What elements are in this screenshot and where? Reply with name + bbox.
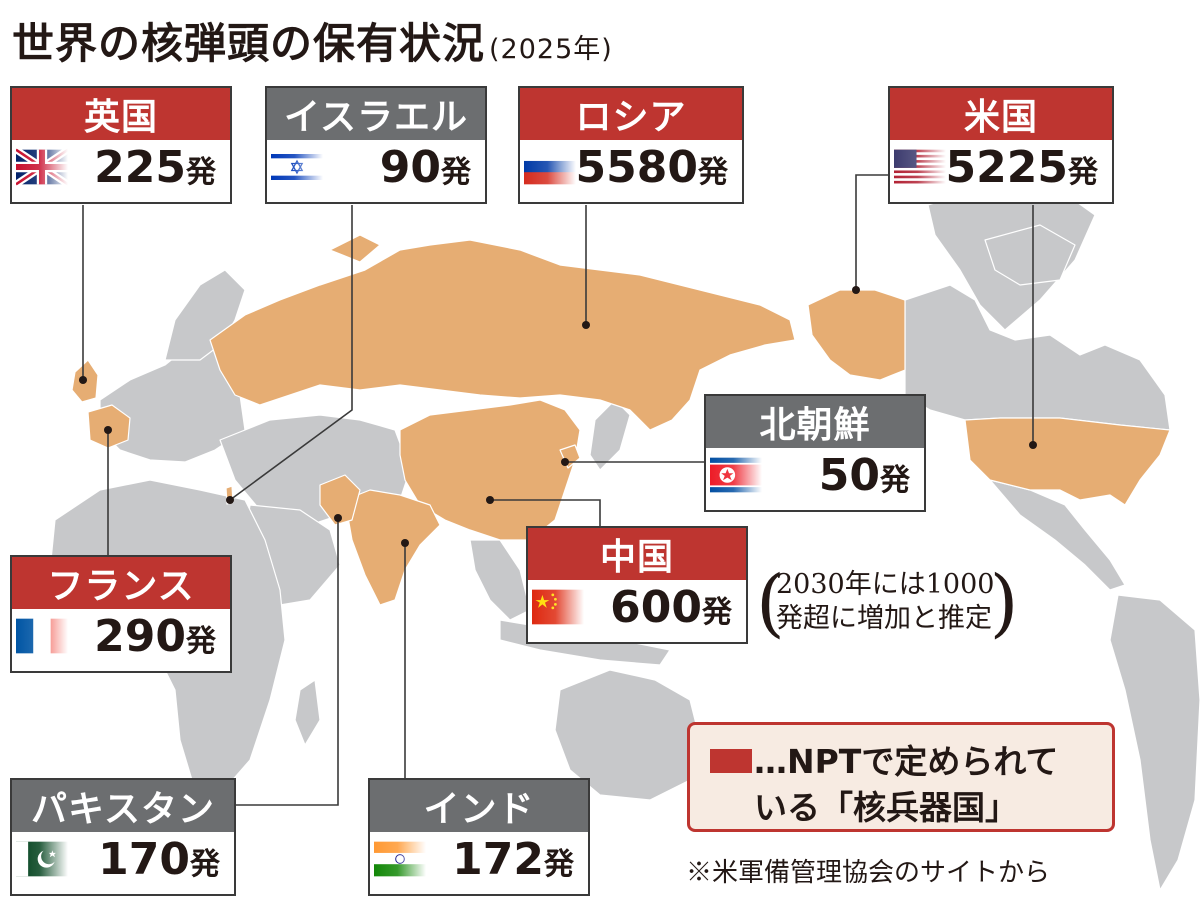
count-value: 50	[818, 450, 880, 501]
legend-swatch	[710, 749, 752, 773]
country-name: イスラエル	[267, 88, 485, 140]
country-card-france: フランス 290発	[10, 555, 232, 673]
note-line-2: 発超に増加と推定	[776, 603, 992, 634]
legend-box: …NPTで定められて いる「核兵器国」	[687, 722, 1115, 832]
warhead-count: 290発	[94, 611, 216, 662]
scandinavia-landmass	[164, 269, 246, 361]
count-unit: 発	[190, 847, 220, 882]
canada-landmass	[904, 284, 1171, 431]
south-america-landmass	[1109, 594, 1200, 891]
warhead-count: 600発	[610, 582, 732, 633]
israel-leader-line	[229, 205, 353, 501]
warhead-count: 172発	[452, 834, 574, 885]
count-unit: 発	[698, 155, 728, 190]
pakistan-leader-line	[234, 518, 339, 806]
france-flag-icon	[16, 617, 68, 655]
note-close-paren: )	[989, 560, 1019, 646]
country-name: ロシア	[520, 88, 742, 140]
count-value: 5225	[945, 142, 1068, 193]
north-korea-marker	[561, 458, 569, 466]
count-value: 600	[610, 582, 702, 633]
country-card-pakistan: パキスタン 170発	[10, 778, 236, 896]
count-unit: 発	[1068, 155, 1098, 190]
alaska-landmass	[807, 289, 906, 381]
country-name: 北朝鮮	[706, 396, 924, 448]
india-flag-icon	[374, 840, 426, 878]
page-title: 世界の核弾頭の保有状況 (2025年)	[12, 10, 613, 71]
russia-flag-icon	[524, 148, 576, 186]
country-card-israel: イスラエル 90発	[265, 86, 487, 204]
count-unit: 発	[880, 463, 910, 498]
warhead-count: 170発	[98, 834, 220, 885]
israel-flag-icon	[271, 148, 323, 186]
warhead-count: 5225発	[946, 142, 1098, 193]
country-name: フランス	[12, 557, 230, 609]
north-korea-flag-icon	[710, 456, 762, 494]
warhead-count: 90発	[380, 142, 471, 193]
country-name: パキスタン	[12, 780, 234, 832]
title-year: (2025年)	[489, 34, 613, 65]
japan-landmass	[589, 399, 631, 471]
country-card-usa: 米国 5225発	[888, 86, 1114, 204]
note-open-paren: (	[756, 560, 785, 646]
arctic-islands	[984, 224, 1076, 286]
mexico-landmass	[989, 479, 1126, 591]
count-value: 172	[452, 834, 544, 885]
country-card-russia: ロシア 5580発	[518, 86, 744, 204]
count-unit: 発	[186, 624, 216, 659]
count-unit: 発	[544, 847, 574, 882]
russia-arctic-islands	[329, 234, 381, 263]
pakistan-landmass	[319, 474, 361, 526]
china-leader-line	[490, 499, 601, 528]
country-card-north-korea: 北朝鮮 50発	[704, 394, 926, 512]
israel-marker	[226, 496, 234, 504]
india-marker	[401, 539, 409, 547]
china-flag-icon	[532, 588, 584, 626]
pakistan-marker	[334, 514, 342, 522]
country-card-uk: 英国 225発	[10, 86, 232, 204]
count-value: 170	[98, 834, 190, 885]
legend-line-1: …NPTで定められて	[754, 742, 1059, 781]
usa-landmass	[964, 417, 1171, 506]
legend-line-2: いる「核兵器国」	[754, 788, 1018, 827]
usa-flag-icon	[894, 148, 946, 186]
warhead-count: 5580発	[576, 142, 728, 193]
country-card-india: インド 172発	[368, 778, 590, 896]
count-unit: 発	[441, 155, 471, 190]
russia-landmass	[209, 239, 796, 431]
warhead-count: 50発	[819, 450, 910, 501]
india-landmass	[344, 489, 441, 606]
china-projection-note: ( 2030年には1000 発超に増加と推定 )	[756, 560, 1018, 646]
source-note: ※米軍備管理協会のサイトから	[686, 858, 1051, 888]
china-marker	[486, 496, 494, 504]
country-name: インド	[370, 780, 588, 832]
country-name: 中国	[528, 528, 746, 580]
uk-flag-icon	[16, 148, 68, 186]
count-value: 5580	[575, 142, 698, 193]
france-marker	[104, 426, 112, 434]
note-line-1: 2030年には1000	[776, 569, 995, 600]
usa-marker	[1029, 441, 1037, 449]
pakistan-flag-icon	[16, 840, 68, 878]
count-value: 225	[94, 142, 186, 193]
country-card-china: 中国 600発	[526, 526, 748, 644]
southeast-asia-landmass	[469, 539, 531, 621]
country-name: 英国	[12, 88, 230, 140]
country-name: 米国	[890, 88, 1112, 140]
title-text: 世界の核弾頭の保有状況	[12, 19, 486, 68]
count-unit: 発	[702, 595, 732, 630]
warhead-count: 225発	[94, 142, 216, 193]
uk-marker	[79, 376, 87, 384]
count-value: 90	[379, 142, 441, 193]
count-value: 290	[94, 611, 186, 662]
alaska-marker	[852, 286, 860, 294]
russia-marker	[582, 321, 590, 329]
count-unit: 発	[186, 155, 216, 190]
madagascar-landmass	[294, 679, 321, 746]
usa-leader-line	[855, 174, 890, 290]
